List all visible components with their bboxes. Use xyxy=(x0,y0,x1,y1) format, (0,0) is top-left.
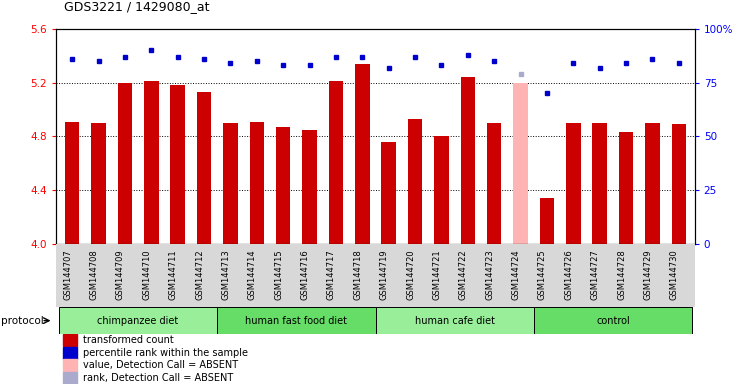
Bar xyxy=(92,123,106,244)
Text: percentile rank within the sample: percentile rank within the sample xyxy=(83,348,248,358)
Bar xyxy=(62,359,77,371)
Bar xyxy=(645,123,659,244)
Bar xyxy=(62,347,77,359)
Bar xyxy=(303,130,317,244)
Bar xyxy=(408,119,422,244)
Text: GSM144720: GSM144720 xyxy=(406,249,415,300)
Text: control: control xyxy=(596,316,630,326)
Bar xyxy=(118,83,132,244)
Text: rank, Detection Call = ABSENT: rank, Detection Call = ABSENT xyxy=(83,373,234,383)
Text: GSM144718: GSM144718 xyxy=(353,249,362,300)
Bar xyxy=(487,123,502,244)
Bar xyxy=(65,121,80,244)
Text: GSM144709: GSM144709 xyxy=(116,249,125,300)
Text: GSM144714: GSM144714 xyxy=(248,249,257,300)
Text: GSM144710: GSM144710 xyxy=(142,249,151,300)
Text: chimpanzee diet: chimpanzee diet xyxy=(98,316,179,326)
Bar xyxy=(514,83,528,244)
Bar xyxy=(534,307,692,334)
Bar xyxy=(62,334,77,346)
Text: transformed count: transformed count xyxy=(83,335,174,345)
Text: GSM144724: GSM144724 xyxy=(511,249,520,300)
Bar xyxy=(355,64,369,244)
Bar xyxy=(593,123,607,244)
Bar xyxy=(382,142,396,244)
Text: GSM144728: GSM144728 xyxy=(617,249,626,300)
Bar xyxy=(59,307,217,334)
Bar xyxy=(619,132,633,244)
Bar xyxy=(329,81,343,244)
Bar xyxy=(223,123,237,244)
Text: protocol: protocol xyxy=(1,316,44,326)
Bar xyxy=(276,127,291,244)
Text: GSM144712: GSM144712 xyxy=(195,249,204,300)
Text: GSM144730: GSM144730 xyxy=(670,249,679,300)
Bar xyxy=(249,121,264,244)
Text: value, Detection Call = ABSENT: value, Detection Call = ABSENT xyxy=(83,360,238,370)
Text: GSM144721: GSM144721 xyxy=(433,249,442,300)
Text: GSM144729: GSM144729 xyxy=(644,249,653,300)
Text: GSM144716: GSM144716 xyxy=(300,249,309,300)
Bar xyxy=(376,307,534,334)
Text: human cafe diet: human cafe diet xyxy=(415,316,495,326)
Text: GSM144722: GSM144722 xyxy=(459,249,468,300)
Bar xyxy=(460,77,475,244)
Text: GSM144726: GSM144726 xyxy=(564,249,573,300)
Text: GDS3221 / 1429080_at: GDS3221 / 1429080_at xyxy=(64,0,210,13)
Bar xyxy=(566,123,581,244)
Text: GSM144727: GSM144727 xyxy=(591,249,600,300)
Bar xyxy=(540,198,554,244)
Bar xyxy=(197,92,211,244)
Bar xyxy=(144,81,158,244)
Text: GSM144725: GSM144725 xyxy=(538,249,547,300)
Text: GSM144707: GSM144707 xyxy=(63,249,72,300)
Text: GSM144717: GSM144717 xyxy=(327,249,336,300)
Text: GSM144719: GSM144719 xyxy=(380,249,389,300)
Bar xyxy=(434,136,448,244)
Bar xyxy=(62,372,77,384)
Bar xyxy=(671,124,686,244)
Text: GSM144713: GSM144713 xyxy=(222,249,231,300)
Text: human fast food diet: human fast food diet xyxy=(246,316,348,326)
Bar xyxy=(170,85,185,244)
Text: GSM144723: GSM144723 xyxy=(485,249,494,300)
Text: GSM144715: GSM144715 xyxy=(274,249,283,300)
Text: GSM144711: GSM144711 xyxy=(169,249,178,300)
Bar xyxy=(217,307,376,334)
Text: GSM144708: GSM144708 xyxy=(89,249,98,300)
